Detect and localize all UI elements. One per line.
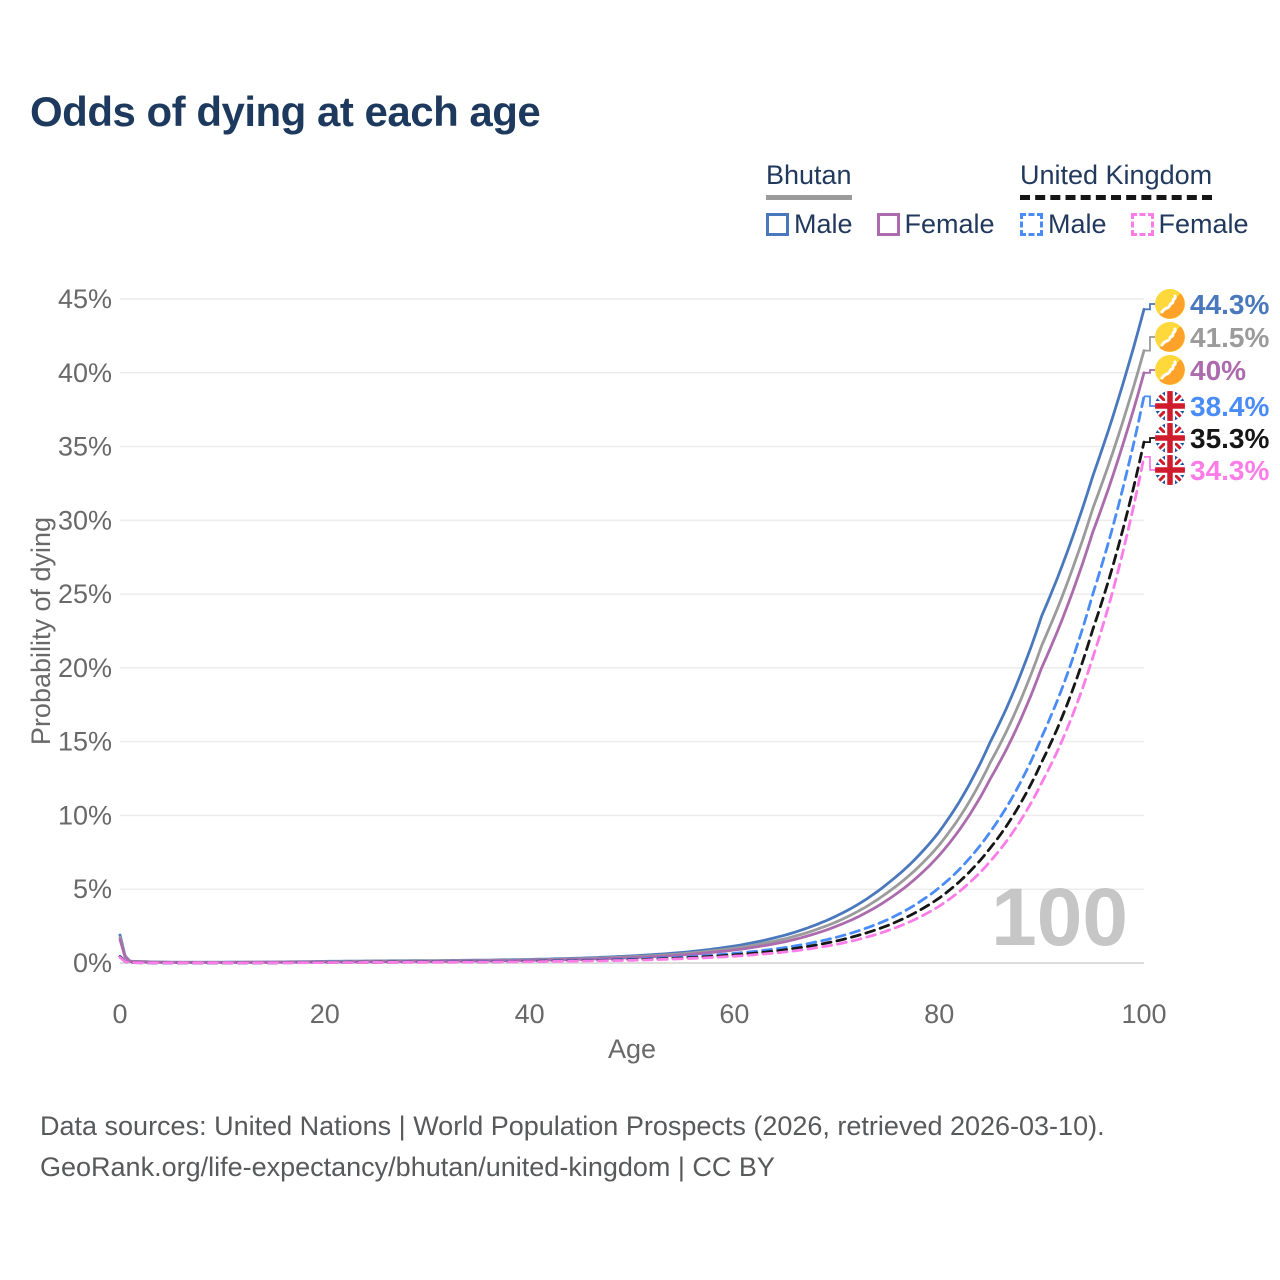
y-tick-label: 25% <box>58 579 112 609</box>
legend-title-bhutan: Bhutan <box>766 160 852 200</box>
y-tick-label: 15% <box>58 727 112 757</box>
legend-label: Male <box>1048 209 1107 239</box>
uk-flag-icon <box>1155 423 1185 453</box>
end-label-value: 40% <box>1190 355 1246 386</box>
x-tick-label: 40 <box>515 999 545 1029</box>
end-label-connector <box>1144 456 1155 471</box>
series-line-bhutan-both <box>118 349 1146 964</box>
uk-flag-icon <box>1155 455 1185 485</box>
legend-item-bhutan-male[interactable]: Male <box>766 209 853 240</box>
bhutan-flag-icon <box>1155 355 1185 385</box>
y-tick-label: 10% <box>58 800 112 830</box>
y-tick-label: 20% <box>58 653 112 683</box>
y-tick-label: 5% <box>73 874 112 904</box>
page-title: Odds of dying at each age <box>30 88 541 135</box>
bhutan-flag-icon <box>1155 289 1185 319</box>
legend-label: Female <box>904 209 995 239</box>
bhutan-female-swatch-icon <box>876 213 900 236</box>
end-label-connector <box>1144 395 1155 407</box>
x-tick-label: 20 <box>310 999 340 1029</box>
legend-item-uk-male[interactable]: Male <box>1020 209 1107 240</box>
end-label-value: 34.3% <box>1190 455 1269 486</box>
end-label-connector <box>1144 336 1155 352</box>
legend-item-bhutan-female[interactable]: Female <box>876 209 995 240</box>
x-tick-label: 80 <box>924 999 954 1029</box>
y-tick-label: 45% <box>58 284 112 314</box>
legend-title-united-kingdom: United Kingdom <box>1020 160 1213 200</box>
end-label-value: 44.3% <box>1190 289 1269 320</box>
end-label-connector <box>1144 437 1155 443</box>
series-line-uk-female <box>118 455 1146 965</box>
end-label-value: 38.4% <box>1190 391 1269 422</box>
x-tick-label: 60 <box>719 999 749 1029</box>
legend-group-united-kingdom: United Kingdom Male Female <box>1020 160 1249 240</box>
y-tick-label: 35% <box>58 432 112 462</box>
y-axis-title: Probability of dying <box>26 517 56 745</box>
x-axis-title: Age <box>608 1034 656 1064</box>
uk-flag-icon <box>1155 391 1185 421</box>
y-tick-label: 40% <box>58 358 112 388</box>
x-tick-label: 100 <box>1121 999 1166 1029</box>
x-tick-label: 0 <box>112 999 127 1029</box>
legend-label: Female <box>1158 209 1249 239</box>
uk-male-swatch-icon <box>1020 213 1043 236</box>
chart-footer: Data sources: United Nations | World Pop… <box>40 1106 1105 1188</box>
bhutan-flag-icon <box>1155 322 1185 352</box>
attribution-text: GeoRank.org/life-expectancy/bhutan/unite… <box>40 1152 775 1182</box>
legend-group-bhutan: Bhutan Male Female <box>766 160 995 240</box>
data-sources-text: Data sources: United Nations | World Pop… <box>40 1111 1105 1141</box>
series-line-bhutan-male <box>118 307 1146 964</box>
end-label-connector <box>1144 303 1155 311</box>
end-label-value: 35.3% <box>1190 423 1269 454</box>
y-tick-label: 30% <box>58 505 112 535</box>
age-watermark: 100 <box>991 872 1128 963</box>
end-label-connector <box>1144 369 1155 374</box>
y-tick-label: 0% <box>73 948 112 978</box>
end-label-value: 41.5% <box>1190 322 1269 353</box>
uk-female-swatch-icon <box>1130 213 1154 236</box>
legend-label: Male <box>794 209 853 239</box>
bhutan-male-swatch-icon <box>766 213 789 236</box>
legend-item-uk-female[interactable]: Female <box>1130 209 1249 240</box>
